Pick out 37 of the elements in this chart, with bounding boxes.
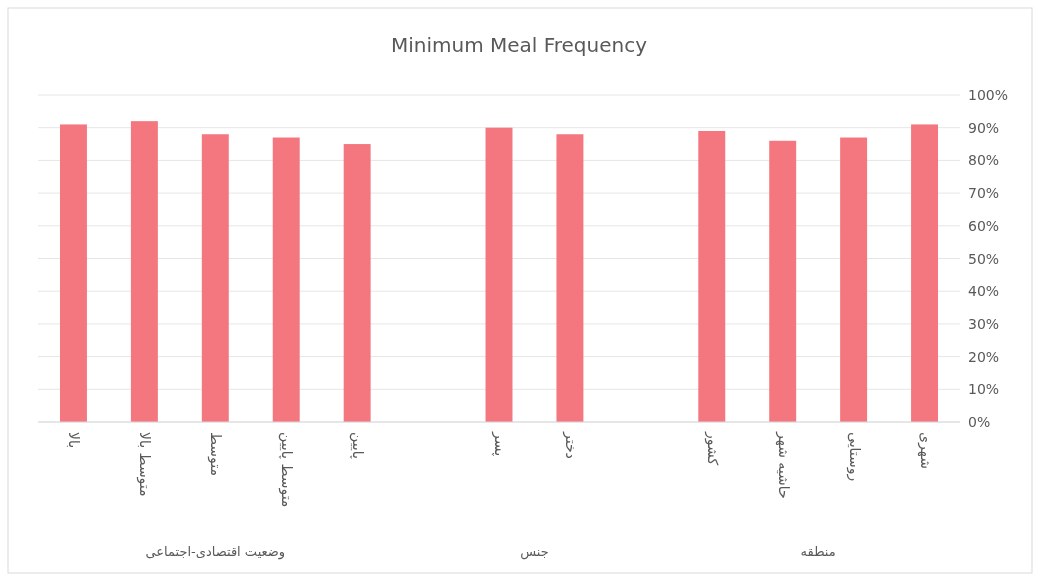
bar [343, 144, 371, 422]
x-tick-label: دختر [561, 431, 579, 459]
chart-title: Minimum Meal Frequency [390, 33, 648, 57]
x-tick-label: بالا [66, 432, 83, 449]
bar [840, 137, 868, 422]
x-tick-label: متوسط پایین [278, 432, 296, 508]
bar [59, 124, 87, 422]
y-tick-label: 50% [968, 250, 1000, 267]
x-tick-label: کشور [703, 431, 721, 466]
bar [201, 134, 229, 422]
x-tick-label: متوسط بالا [136, 432, 154, 497]
y-tick-label: 90% [968, 119, 1000, 136]
y-tick-label: 0% [968, 414, 991, 430]
y-tick-label: 40% [968, 283, 1000, 300]
x-tick-label: روستایی [845, 432, 863, 482]
x-tick-label: متوسط [207, 432, 225, 476]
x-tick-label: پایین [349, 432, 367, 460]
y-tick-label: 80% [968, 152, 1000, 169]
y-tick-label: 60% [968, 217, 1000, 234]
text: جنس [520, 544, 549, 560]
x-tick-label: شهری [916, 432, 934, 469]
y-tick-label: 20% [968, 348, 1000, 365]
bar [272, 137, 300, 422]
x-tick-label: حاشیه شهر [774, 431, 792, 499]
bar [130, 121, 158, 422]
y-tick-label: 100% [968, 87, 1009, 103]
bar [698, 130, 726, 422]
text: وضعیت اقتصادی-اجتماعی [145, 544, 286, 560]
y-tick-label: 70% [968, 185, 1000, 202]
bar [769, 140, 797, 422]
y-tick-label: 30% [968, 315, 1000, 332]
bar [485, 127, 513, 422]
bar [556, 134, 584, 422]
bar [911, 124, 939, 422]
text: منطقه [800, 544, 836, 559]
x-tick-label: پسر [491, 431, 508, 457]
y-tick-label: 10% [968, 381, 1000, 398]
